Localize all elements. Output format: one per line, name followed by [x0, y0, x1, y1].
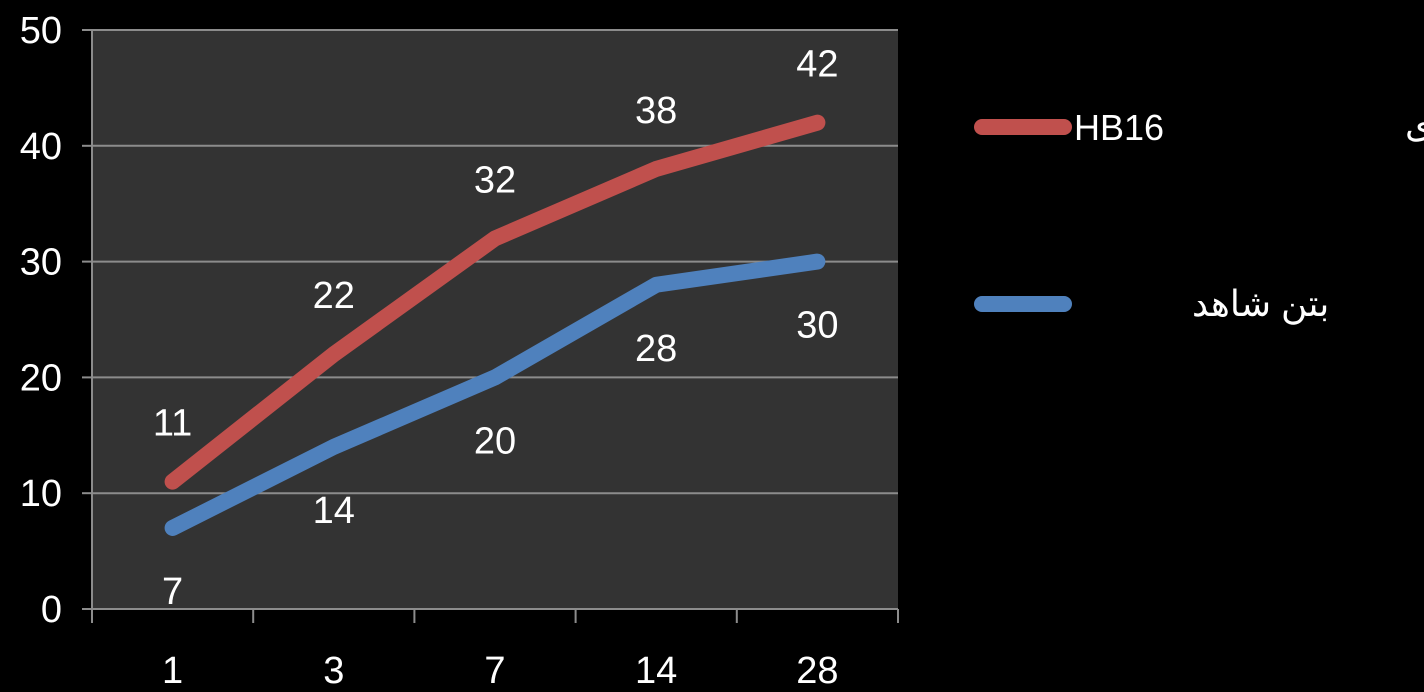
x-tick-label-28: 28 [796, 650, 838, 692]
x-tick-label-1: 1 [162, 650, 183, 692]
series-lines [164, 114, 826, 536]
y-tick-label-20: 20 [20, 357, 62, 399]
y-tick-label-10: 10 [20, 473, 62, 515]
x-tick-label-3: 3 [323, 650, 344, 692]
data-label-series-2-1: 7 [162, 571, 183, 613]
plot-area [92, 30, 898, 609]
data-label-series-1-1: 11 [153, 403, 192, 445]
legend-extra-label: بتن حاوی [1405, 104, 1424, 146]
data-label-series-1-14: 38 [635, 90, 677, 132]
y-tick-label-0: 0 [41, 589, 62, 631]
x-tick-label-14: 14 [635, 650, 677, 692]
legend: HB16 بتن حاوی بتن شاهد [974, 104, 1424, 325]
data-label-series-1-7: 32 [474, 159, 516, 201]
data-label-series-2-7: 20 [474, 420, 516, 462]
legend-label-series-2: بتن شاهد [1192, 283, 1329, 325]
y-tick-label-30: 30 [20, 242, 62, 284]
axes: 0 10 20 30 40 50 1 3 7 14 28 [20, 10, 899, 692]
series-line-1 [164, 114, 826, 490]
data-labels: 11 22 32 38 42 7 14 20 28 30 [153, 44, 839, 613]
data-label-series-1-28: 42 [796, 44, 838, 86]
y-tick-label-40: 40 [20, 126, 62, 168]
x-tick-label-7: 7 [484, 650, 505, 692]
data-label-series-1-3: 22 [313, 275, 355, 317]
series-line-2 [164, 253, 826, 536]
y-tick-label-50: 50 [20, 10, 62, 52]
data-label-series-2-3: 14 [313, 490, 355, 532]
data-label-series-2-28: 30 [796, 305, 838, 347]
data-label-series-2-14: 28 [635, 328, 677, 370]
legend-label-series-1: HB16 [1074, 107, 1164, 148]
